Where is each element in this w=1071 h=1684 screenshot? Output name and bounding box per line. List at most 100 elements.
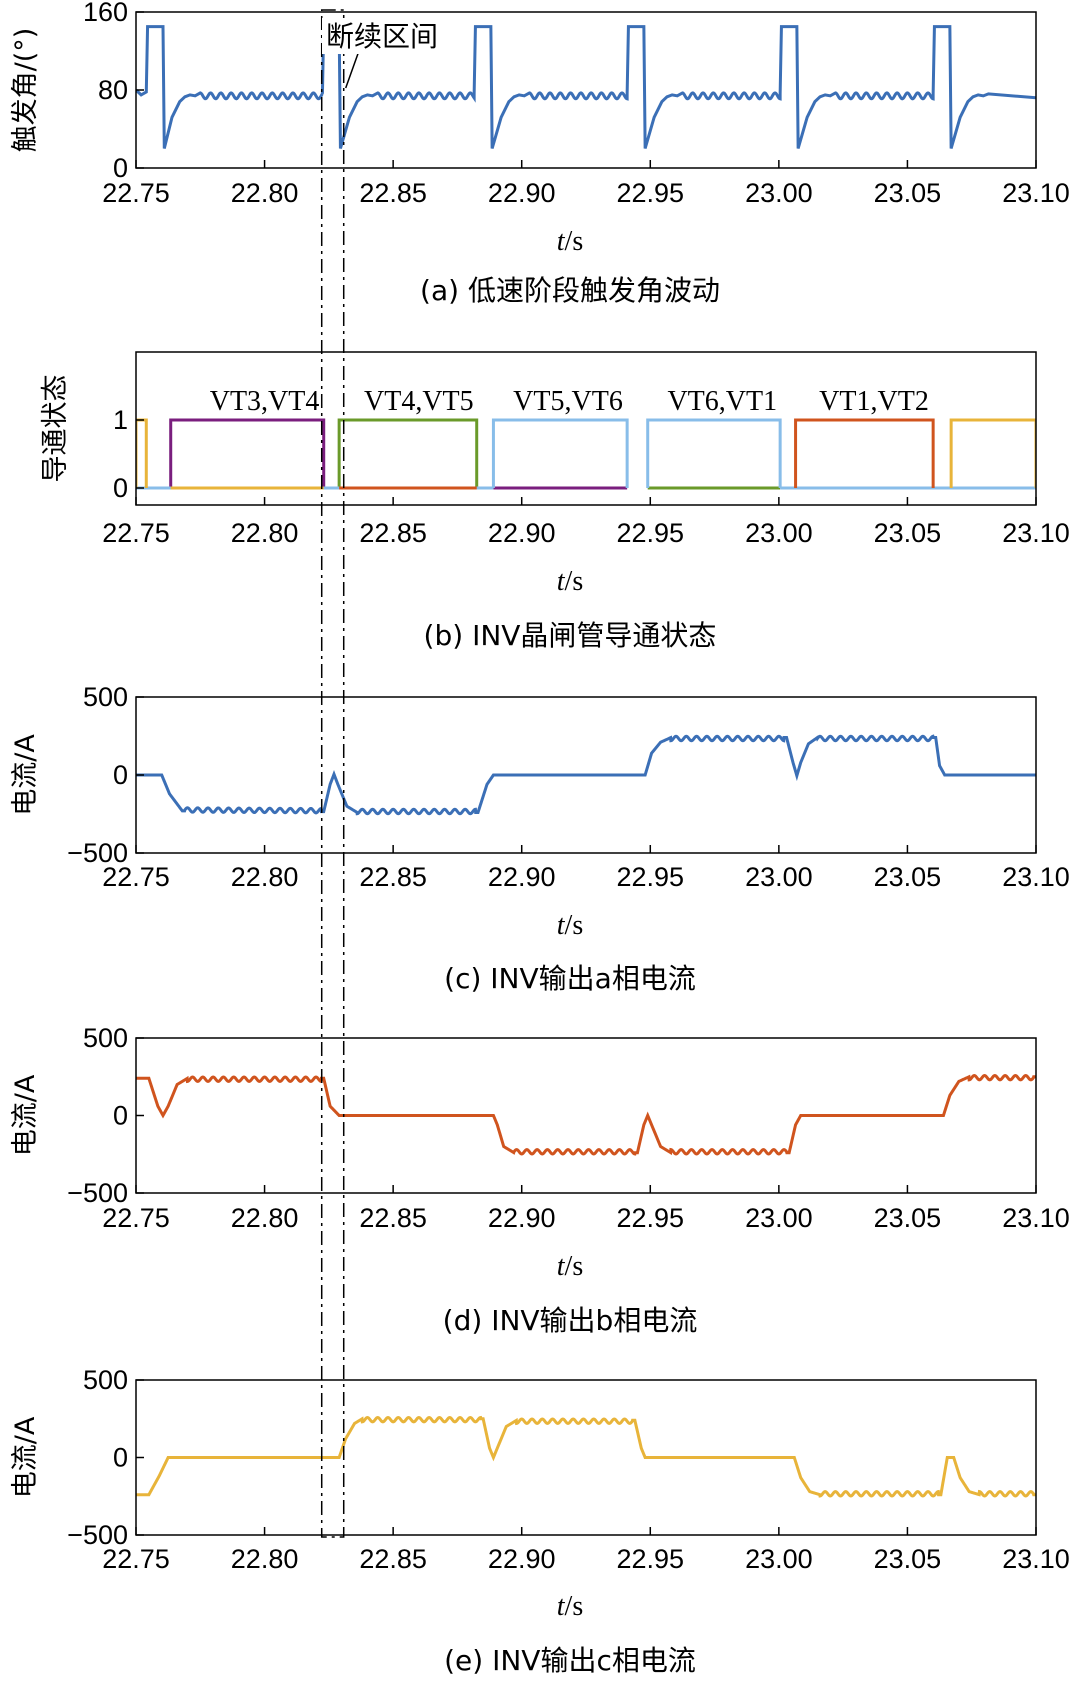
x-tick-label: 22.95 bbox=[616, 1203, 684, 1233]
discontinuity-label-bg bbox=[322, 18, 460, 54]
series-line-d bbox=[136, 1073, 1036, 1156]
x-tick-label: 22.85 bbox=[359, 178, 427, 208]
series-line-c bbox=[136, 734, 1036, 816]
annotation-VT3-VT4: VT3,VT4 bbox=[210, 386, 320, 417]
x-axis-label: t/s bbox=[557, 226, 583, 257]
panel-caption: (e) INV输出c相电流 bbox=[444, 1644, 696, 1677]
panel-d: 22.75 22.80 22.85 22.90 22.95 23.00 23.05 23.10… bbox=[10, 1023, 1070, 1337]
y-tick-label: 0 bbox=[113, 473, 128, 503]
axes-frame bbox=[135, 11, 1037, 169]
panel-a: 22.75 22.80 22.85 22.90 22.95 23.00 23.05 23.10… bbox=[10, 0, 1070, 307]
y-axis-label: 电流/A bbox=[10, 734, 41, 816]
x-tick-label: 22.95 bbox=[616, 518, 684, 548]
x-tick-label: 22.95 bbox=[616, 1544, 684, 1574]
x-tick-label: 23.05 bbox=[874, 862, 942, 892]
y-axis-label: 电流/A bbox=[10, 1074, 41, 1156]
y-tick-label: 80 bbox=[98, 75, 128, 105]
x-tick-label: 22.80 bbox=[231, 1203, 299, 1233]
y-tick-label: 0 bbox=[113, 153, 128, 183]
x-axis-label-var: t bbox=[557, 1251, 566, 1282]
y-tick-label: 0 bbox=[113, 1101, 128, 1131]
y-tick-label: 0 bbox=[113, 760, 128, 790]
x-axis-label-unit: /s bbox=[565, 566, 584, 597]
x-tick-label: 23.05 bbox=[874, 1203, 942, 1233]
annotation-VT6-VT1: VT6,VT1 bbox=[667, 386, 777, 417]
x-tick-label: 23.05 bbox=[874, 518, 942, 548]
y-tick-label: −500 bbox=[67, 838, 128, 868]
plot-area bbox=[136, 418, 1036, 490]
y-tick-label: −500 bbox=[67, 1520, 128, 1550]
x-tick-label: 22.95 bbox=[616, 178, 684, 208]
x-axis-label: t/s bbox=[557, 1251, 583, 1282]
y-axis-label: 电流/A bbox=[10, 1416, 41, 1498]
x-tick-label: 23.00 bbox=[745, 518, 813, 548]
y-tick-label: 500 bbox=[83, 1365, 128, 1395]
x-axis-label-unit: /s bbox=[565, 1591, 584, 1622]
x-tick-label: 23.00 bbox=[745, 178, 813, 208]
x-tick-label: 22.90 bbox=[488, 862, 556, 892]
x-tick-label: 23.10 bbox=[1002, 862, 1070, 892]
x-tick-label: 22.75 bbox=[102, 178, 170, 208]
y-tick-label: 500 bbox=[83, 1023, 128, 1053]
y-axis-label: 触发角/(°) bbox=[10, 28, 41, 153]
plot-area bbox=[136, 1415, 1036, 1498]
x-tick-label: 22.75 bbox=[102, 1544, 170, 1574]
panel-caption: (d) INV输出b相电流 bbox=[443, 1304, 698, 1337]
annotation-VT1-VT2: VT1,VT2 bbox=[819, 386, 929, 417]
discontinuity-overlay: 断续区间 bbox=[320, 9, 460, 1538]
discontinuity-label: 断续区间 bbox=[326, 20, 438, 53]
x-axis-label-var: t bbox=[557, 1591, 566, 1622]
x-axis-label: t/s bbox=[557, 566, 583, 597]
series-line-e bbox=[136, 1415, 1036, 1498]
state-segment-蓝 bbox=[646, 418, 782, 488]
x-tick-label: 23.10 bbox=[1002, 1203, 1070, 1233]
state-segment-红 bbox=[794, 418, 935, 488]
x-tick-label: 22.90 bbox=[488, 1544, 556, 1574]
x-tick-label: 23.10 bbox=[1002, 518, 1070, 548]
x-axis-label-var: t bbox=[557, 910, 566, 941]
discontinuity-leader bbox=[345, 47, 361, 89]
state-segment-蓝 bbox=[491, 418, 629, 488]
x-tick-label: 22.80 bbox=[231, 518, 299, 548]
annotation-VT5-VT6: VT5,VT6 bbox=[513, 386, 623, 417]
panel-c: 22.75 22.80 22.85 22.90 22.95 23.00 23.05 23.10… bbox=[10, 682, 1070, 995]
x-tick-label: 22.80 bbox=[231, 1544, 299, 1574]
x-axis-label: t/s bbox=[557, 910, 583, 941]
x-tick-label: 22.75 bbox=[102, 862, 170, 892]
x-tick-label: 23.00 bbox=[745, 862, 813, 892]
plot-area bbox=[136, 25, 1036, 149]
x-tick-label: 22.85 bbox=[359, 862, 427, 892]
x-tick-label: 22.85 bbox=[359, 518, 427, 548]
x-tick-label: 22.90 bbox=[488, 1203, 556, 1233]
panel-b: VT3,VT4 VT4,VT5 VT5,VT6 VT6,VT1 VT1,VT2 22.75… bbox=[40, 351, 1070, 652]
x-tick-label: 22.80 bbox=[231, 862, 299, 892]
x-axis-label-var: t bbox=[557, 226, 566, 257]
plot-area bbox=[136, 734, 1036, 816]
y-tick-label: 160 bbox=[83, 0, 128, 27]
y-tick-label: 0 bbox=[113, 1443, 128, 1473]
y-axis-label: 导通状态 bbox=[40, 375, 71, 483]
panel-e: 22.75 22.80 22.85 22.90 22.95 23.00 23.05 23.10… bbox=[10, 1365, 1070, 1677]
x-tick-label: 23.00 bbox=[745, 1203, 813, 1233]
x-tick-label: 22.90 bbox=[488, 518, 556, 548]
x-axis-label-unit: /s bbox=[565, 226, 584, 257]
x-tick-label: 23.00 bbox=[745, 1544, 813, 1574]
x-axis-label: t/s bbox=[557, 1591, 583, 1622]
x-tick-label: 22.85 bbox=[359, 1544, 427, 1574]
state-segment-绿 bbox=[337, 418, 479, 488]
panels: 22.75 22.80 22.85 22.90 22.95 23.00 23.05 23.10… bbox=[10, 0, 1070, 1677]
axes-frame bbox=[135, 351, 1037, 506]
x-axis-label-var: t bbox=[557, 566, 566, 597]
y-tick-label: 500 bbox=[83, 682, 128, 712]
x-tick-label: 23.05 bbox=[874, 1544, 942, 1574]
y-tick-label: 1 bbox=[113, 405, 128, 435]
x-axis-label-unit: /s bbox=[565, 1251, 584, 1282]
x-tick-label: 22.95 bbox=[616, 862, 684, 892]
panel-caption: (b) INV晶闸管导通状态 bbox=[424, 619, 717, 652]
state-segment-紫 bbox=[169, 418, 326, 488]
series-line-trigger-angle bbox=[136, 25, 1036, 149]
state-segment-黄 bbox=[136, 418, 148, 488]
panel-caption: (a) 低速阶段触发角波动 bbox=[420, 274, 720, 307]
plot-area bbox=[136, 1073, 1036, 1156]
